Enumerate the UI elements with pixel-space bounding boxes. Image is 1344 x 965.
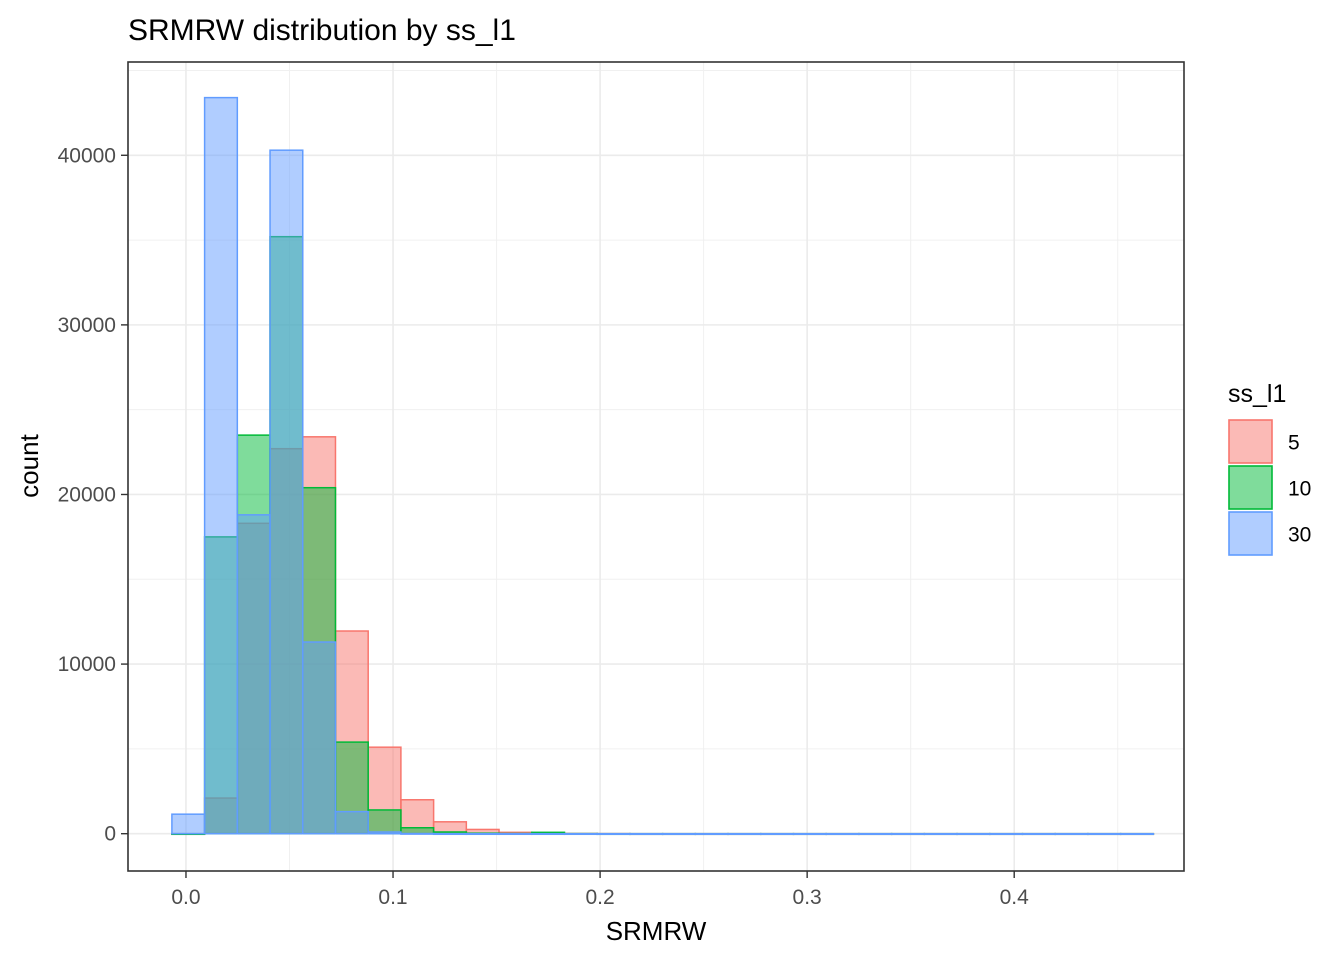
legend-label: 10 xyxy=(1288,478,1311,501)
histogram-bar xyxy=(661,832,697,836)
histogram-bar xyxy=(563,832,598,836)
y-tick-label: 30000 xyxy=(58,314,116,337)
histogram-bar xyxy=(432,832,468,836)
histogram-bar xyxy=(1087,832,1122,836)
axes: 0.0 0.1 0.2 0.3 0.4 0 10000 20000 30000 40000 xyxy=(58,61,1185,909)
grid-lines xyxy=(128,62,1184,871)
histogram-bar xyxy=(760,832,795,836)
histogram-bar xyxy=(923,832,958,836)
histogram-bar xyxy=(890,832,926,836)
histogram-bar xyxy=(1021,832,1056,836)
histogram-bar xyxy=(367,831,402,835)
histogram-bar xyxy=(531,832,566,836)
histogram-bar xyxy=(334,810,369,835)
histogram-bar xyxy=(727,832,762,836)
y-tick-label: 0 xyxy=(104,823,116,846)
histogram-bar xyxy=(236,514,271,835)
y-tick-label: 40000 xyxy=(58,144,116,167)
histogram-bar xyxy=(596,832,631,836)
histogram-bar xyxy=(629,832,664,836)
legend-key xyxy=(1228,465,1273,510)
histogram-bar xyxy=(1119,832,1155,836)
plot-border xyxy=(127,61,1185,872)
legend-item-10: 10 xyxy=(1228,465,1311,510)
histogram-bars xyxy=(171,96,1155,836)
histogram-bar xyxy=(400,832,435,835)
legend-key xyxy=(1228,419,1273,464)
x-tick-label: 0.1 xyxy=(378,886,407,909)
legend-label: 5 xyxy=(1288,432,1300,455)
histogram-bar xyxy=(694,832,729,836)
histogram-bar xyxy=(792,832,827,836)
legend-title: ss_l1 xyxy=(1228,380,1286,408)
histogram-bar xyxy=(1054,832,1089,836)
legend: ss_l1 5 10 30 xyxy=(1228,380,1311,556)
x-tick-label: 0.3 xyxy=(793,886,822,909)
legend-item-5: 5 xyxy=(1228,419,1300,464)
histogram-bar xyxy=(498,832,533,836)
y-tick-label: 20000 xyxy=(58,483,116,506)
y-axis-label: count xyxy=(14,433,44,497)
histogram-bar xyxy=(989,832,1024,836)
histogram-bar xyxy=(302,641,337,835)
histogram-bar xyxy=(171,813,206,835)
x-tick-label: 0.4 xyxy=(1000,886,1030,909)
histogram-bar xyxy=(825,832,860,836)
x-tick-label: 0.2 xyxy=(585,886,614,909)
legend-item-30: 30 xyxy=(1228,511,1311,556)
legend-label: 30 xyxy=(1288,524,1311,547)
series-30-bars xyxy=(171,96,1155,836)
legend-key xyxy=(1228,511,1273,556)
histogram-bar xyxy=(269,149,304,835)
histogram-bar xyxy=(367,809,402,835)
histogram-bar xyxy=(203,96,239,835)
x-axis-label: SRMRW xyxy=(606,916,707,946)
y-tick-label: 10000 xyxy=(58,653,116,676)
histogram-bar xyxy=(858,832,893,836)
x-tick-label: 0.0 xyxy=(171,886,200,909)
histogram-bar xyxy=(465,832,500,836)
histogram-bar xyxy=(956,832,991,836)
chart-title: SRMRW distribution by ss_l1 xyxy=(128,14,516,47)
